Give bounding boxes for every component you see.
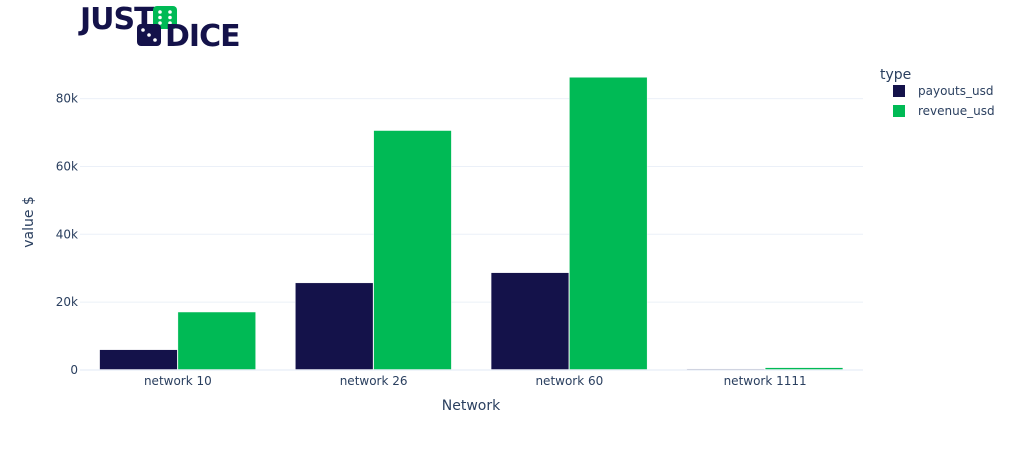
y-tick-label: 40k bbox=[56, 227, 78, 241]
y-tick-label: 80k bbox=[56, 92, 78, 106]
legend-title: type bbox=[880, 67, 911, 83]
x-tick-label: network 60 bbox=[535, 374, 603, 388]
x-tick-label: network 1111 bbox=[724, 374, 807, 388]
x-tick-labels: network 10 network 26 network 60 network 11… bbox=[144, 374, 807, 388]
legend-label: revenue_usd bbox=[918, 104, 995, 118]
y-tick-label: 20k bbox=[56, 295, 78, 309]
grid-lines bbox=[80, 98, 863, 303]
y-axis-title: value $ bbox=[21, 196, 37, 248]
legend-swatch bbox=[893, 85, 905, 97]
x-axis-title: Network bbox=[442, 398, 501, 414]
bar-payouts-usd[interactable] bbox=[99, 349, 178, 371]
y-tick-labels: 0 20k 40k 60k 80k bbox=[56, 92, 78, 377]
logo-dice-green-icon bbox=[153, 6, 177, 29]
x-tick-label: network 10 bbox=[144, 374, 212, 388]
x-tick-label: network 26 bbox=[340, 374, 408, 388]
bar-revenue-usd[interactable] bbox=[177, 311, 256, 371]
legend-item-payouts-usd[interactable]: payouts_usd bbox=[893, 84, 993, 98]
bar-revenue-usd[interactable] bbox=[569, 76, 648, 371]
legend-swatch bbox=[893, 105, 905, 117]
legend-label: payouts_usd bbox=[918, 84, 993, 98]
bars bbox=[99, 76, 844, 371]
legend[interactable]: type payouts_usd revenue_usd bbox=[880, 67, 995, 118]
bar-payouts-usd[interactable] bbox=[490, 272, 570, 371]
logo-text-bottom: DICE bbox=[165, 19, 240, 54]
y-tick-label: 0 bbox=[70, 363, 78, 377]
logo-dice-navy-icon bbox=[137, 24, 161, 46]
just-dice-logo: JUST DICE bbox=[78, 2, 241, 54]
bar-payouts-usd[interactable] bbox=[295, 282, 374, 371]
bar-revenue-usd[interactable] bbox=[373, 130, 452, 371]
y-tick-label: 60k bbox=[56, 159, 78, 173]
legend-item-revenue-usd[interactable]: revenue_usd bbox=[893, 104, 995, 118]
